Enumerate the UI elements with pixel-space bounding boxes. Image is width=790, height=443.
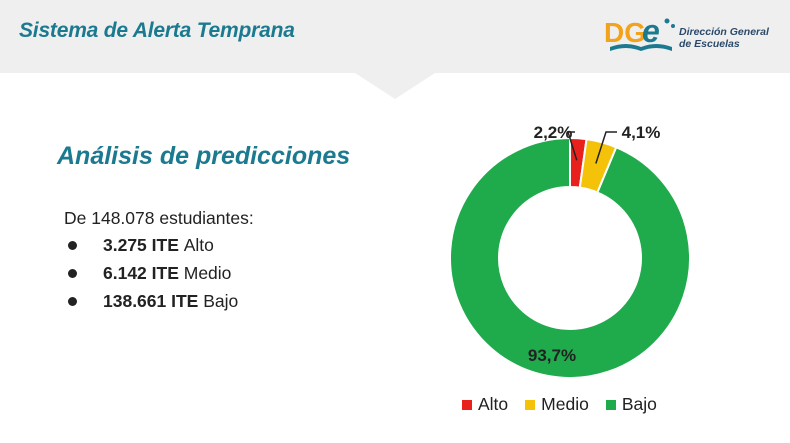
data-label-bajo: 93,7% bbox=[528, 346, 576, 365]
leader-line-alto bbox=[566, 131, 578, 161]
bullet-level: Bajo bbox=[203, 291, 239, 311]
bullet-dot-icon bbox=[68, 297, 77, 306]
bullet-dot-icon bbox=[68, 269, 77, 278]
bullet-count: 138.661 ITE bbox=[103, 291, 204, 311]
logo-line-2: de Escuelas bbox=[679, 38, 740, 50]
section-title: Análisis de predicciones bbox=[57, 142, 351, 170]
app-title: Sistema de Alerta Temprana bbox=[19, 19, 295, 42]
legend-swatch-alto bbox=[462, 399, 472, 410]
header-notch bbox=[0, 0, 790, 99]
legend-label-medio: Medio bbox=[541, 394, 589, 414]
logo-text: Dirección General de Escuelas bbox=[679, 26, 779, 50]
dge-logo-icon: DG e bbox=[604, 13, 675, 51]
predictions-list: 3.275 ITE Alto 6.142 ITE Medio 138.661 I… bbox=[64, 234, 238, 318]
legend-item-bajo: Bajo bbox=[605, 394, 657, 415]
legend-item-medio: Medio bbox=[525, 394, 589, 415]
legend-swatch-medio bbox=[525, 399, 536, 410]
bullet-count: 6.142 ITE bbox=[103, 263, 184, 283]
list-item: 3.275 ITE Alto bbox=[64, 234, 238, 262]
intro-text: De 148.078 estudiantes: bbox=[64, 208, 254, 228]
legend-item-alto: Alto bbox=[462, 394, 508, 415]
logo-line-1: Dirección General bbox=[679, 26, 769, 38]
bullet-dot-icon bbox=[68, 241, 77, 250]
list-item: 138.661 ITE Bajo bbox=[64, 290, 238, 318]
dge-logo: DG e Dirección General de Escuelas bbox=[604, 13, 774, 59]
svg-text:e: e bbox=[642, 13, 660, 49]
bullet-level: Alto bbox=[183, 235, 214, 255]
slice-bajo bbox=[449, 136, 691, 379]
header-bar: Sistema de Alerta Temprana DG e Direcció… bbox=[0, 0, 790, 99]
legend-swatch-bajo bbox=[605, 399, 616, 410]
bullet-count: 3.275 ITE bbox=[103, 235, 184, 255]
chart-legend: Alto Medio Bajo bbox=[462, 394, 674, 415]
legend-label-alto: Alto bbox=[478, 394, 509, 414]
list-item: 6.142 ITE Medio bbox=[64, 262, 238, 290]
legend-label-bajo: Bajo bbox=[621, 394, 657, 414]
leader-line-medio bbox=[595, 131, 617, 164]
data-label-medio: 4,1% bbox=[622, 123, 661, 142]
svg-text:DG: DG bbox=[604, 17, 646, 48]
data-label-alto: 2,2% bbox=[534, 123, 573, 142]
bullet-level: Medio bbox=[183, 263, 232, 283]
donut-chart: 2,2% 4,1% 93,7% bbox=[449, 123, 691, 379]
